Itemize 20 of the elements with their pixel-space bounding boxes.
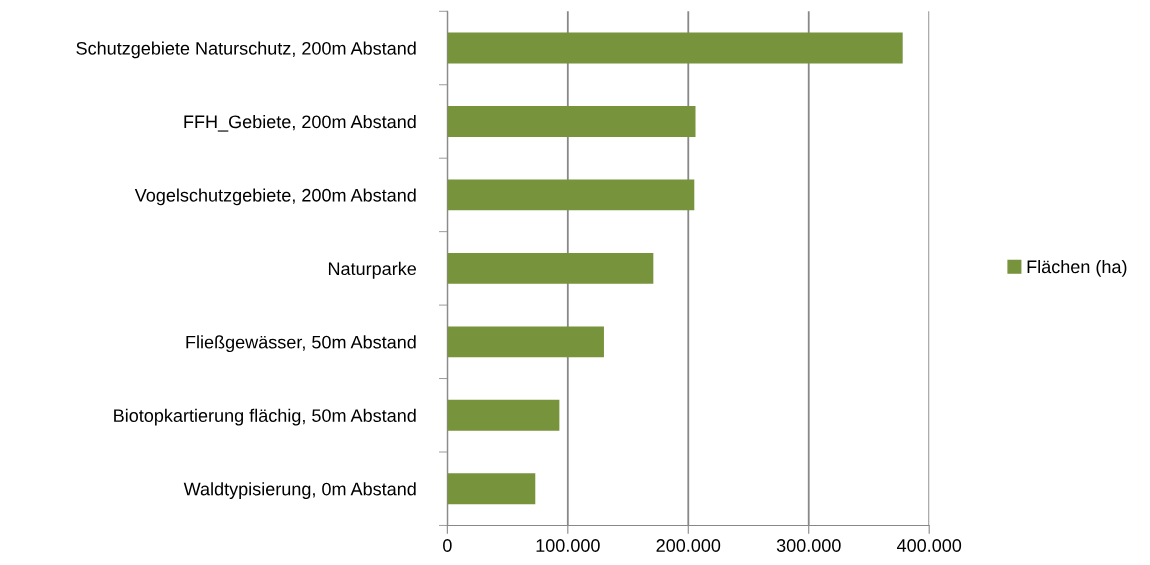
bar <box>447 473 536 505</box>
x-tick-label: 0 <box>443 539 452 552</box>
x-tick-label: 400.000 <box>896 539 962 552</box>
bar <box>447 106 696 137</box>
y-tick-label: Schutzgebiete Naturschutz, 200m Abstand <box>76 41 416 59</box>
y-tick-label: FFH_Gebiete, 200m Abstand <box>184 114 416 132</box>
legend-label: Flächen (ha) <box>1027 259 1127 277</box>
x-tick-label: 200.000 <box>656 539 721 552</box>
x-tick-label: 100.000 <box>536 539 600 552</box>
bar <box>447 179 695 211</box>
y-tick-label: Naturparke <box>328 261 416 279</box>
bar <box>447 326 604 358</box>
y-tick-label: Biotopkartierung flächig, 50m Abstand <box>114 408 416 426</box>
y-tick-label: Vogelschutzgebiete, 200m Abstand <box>134 188 416 206</box>
x-tick-label: 300.000 <box>776 539 841 552</box>
y-tick-label: Waldtypisierung, 0m Abstand <box>183 482 416 500</box>
bar <box>447 399 560 431</box>
bar <box>447 252 654 284</box>
y-tick-label: Fließgewässer, 50m Abstand <box>186 335 416 353</box>
bar <box>447 32 903 64</box>
